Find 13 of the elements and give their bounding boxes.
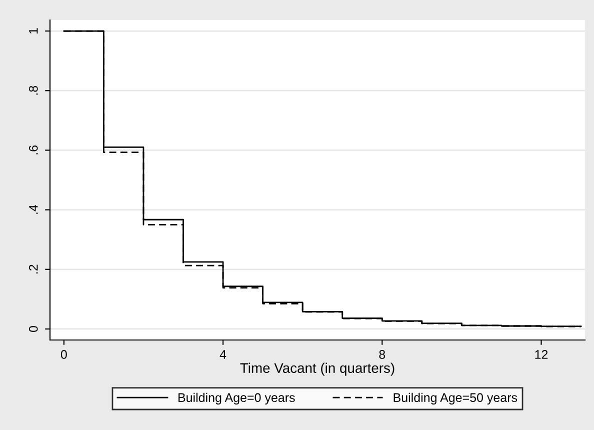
y-tick-label: .2 [28,264,38,274]
x-tick-label: 12 [535,350,548,359]
y-tick-label: 1 [29,28,38,34]
y-tick-label: .6 [28,146,38,154]
x-axis-title: Time Vacant (in quarters) [240,362,394,376]
x-tick-label: 0 [60,350,67,359]
x-tick-label: 8 [379,350,386,359]
y-tick-label: 0 [28,326,38,332]
y-tick-label: .8 [28,86,38,95]
legend-label: Building Age=0 years [178,392,295,404]
x-tick-label: 4 [220,350,226,359]
legend-label: Building Age=50 years [394,392,518,404]
y-tick-label: .4 [29,204,38,214]
